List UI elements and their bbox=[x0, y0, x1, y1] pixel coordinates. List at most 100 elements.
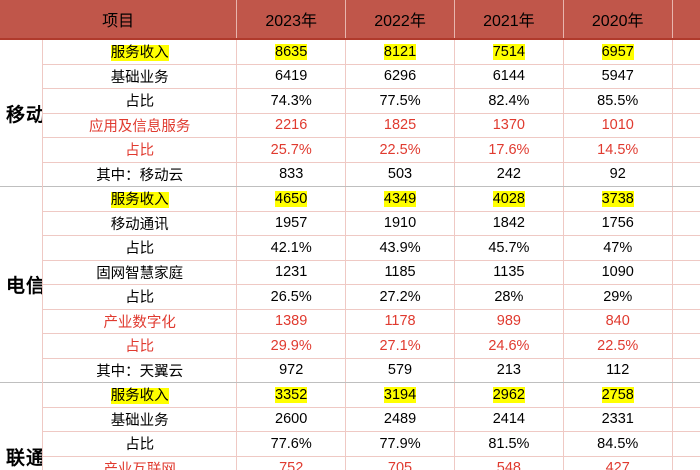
row-item-text: 应用及信息服务 bbox=[88, 118, 191, 135]
table-cell-value: 5919 bbox=[672, 64, 700, 89]
table-cell-value: 2216 bbox=[236, 113, 347, 138]
row-item-label: 占比 bbox=[42, 333, 238, 359]
cell-text: 3194 bbox=[383, 386, 417, 403]
cell-text: 27.1% bbox=[379, 337, 421, 354]
cell-text: 84.5% bbox=[597, 435, 639, 452]
table-row: 占比 42.1% 43.9% 45.7% 47% 47.4% bbox=[0, 235, 700, 261]
table-row: 电信 服务收入 4650 4349 4028 3738 3570 bbox=[0, 186, 700, 383]
table-row: 联通 服务收入 3352 3194 2962 2758 2644 bbox=[0, 382, 700, 470]
table-cell-value: 47% bbox=[563, 235, 673, 261]
table-cell-value: 77.6% bbox=[236, 431, 347, 457]
cell-text: 1842 bbox=[492, 215, 525, 232]
row-item-label: 占比 bbox=[42, 284, 238, 310]
table-cell-value: 27.1% bbox=[345, 333, 455, 359]
table-cell-value: 29% bbox=[563, 284, 673, 310]
table-cell-value: 840 bbox=[563, 309, 673, 334]
table-row: 占比 77.6% 77.9% 81.5% 84.5% 87.6% bbox=[0, 431, 700, 457]
row-item-label: 服务收入 bbox=[42, 382, 238, 408]
table-cell-value: 2414 bbox=[454, 407, 564, 432]
cell-text: 1231 bbox=[275, 264, 308, 281]
column-header-2022: 2022年 bbox=[345, 0, 455, 40]
row-item-text: 占比 bbox=[125, 339, 155, 356]
row-item-label: 移动通讯 bbox=[42, 211, 238, 236]
cell-text: 47% bbox=[603, 239, 633, 256]
table-cell-value: 833 bbox=[236, 162, 347, 187]
table-cell-value: 4349 bbox=[345, 186, 455, 212]
row-item-text: 占比 bbox=[125, 437, 155, 454]
cell-text: 5947 bbox=[601, 68, 634, 85]
cell-text: 4349 bbox=[383, 190, 417, 207]
cell-text: 112 bbox=[606, 362, 630, 379]
table-row: 占比 29.9% 27.1% 24.6% 22.5% 21.4% bbox=[0, 333, 700, 359]
cell-text: 242 bbox=[496, 166, 521, 183]
cell-text: 28% bbox=[494, 288, 524, 305]
column-header-2019: 2019年 bbox=[672, 0, 700, 40]
table-cell-value: 21.4% bbox=[672, 333, 700, 359]
table-cell-value: 2331 bbox=[563, 407, 673, 432]
table-cell-value: 1825 bbox=[345, 113, 455, 138]
table-cell-value: 25.7% bbox=[236, 137, 347, 163]
table-cell-value: 2600 bbox=[236, 407, 347, 432]
table-row: 固网智慧家庭 1231 1185 1135 1090 1057 bbox=[0, 260, 700, 285]
table-cell-value: 6144 bbox=[454, 64, 564, 89]
table-cell-value: 972 bbox=[236, 358, 347, 383]
cell-text: 24.6% bbox=[488, 337, 530, 354]
cell-text: 8635 bbox=[275, 43, 308, 60]
table-cell-value: 87.8% bbox=[672, 88, 700, 114]
row-item-label: 其中：天翼云 bbox=[42, 358, 238, 383]
cell-text: 22.5% bbox=[379, 141, 421, 158]
cell-text: 752 bbox=[279, 460, 304, 470]
table-cell-value: 1135 bbox=[454, 260, 564, 285]
table-cell-value: 1842 bbox=[454, 211, 564, 236]
table-cell-value: 87.6% bbox=[672, 431, 700, 457]
table-cell-value: 45.7% bbox=[454, 235, 564, 261]
column-header-2020: 2020年 bbox=[563, 0, 673, 40]
cell-text: 2414 bbox=[492, 411, 525, 428]
cell-text: 7514 bbox=[492, 43, 525, 60]
cell-text: 2600 bbox=[275, 411, 308, 428]
row-item-label: 服务收入 bbox=[42, 186, 238, 212]
table-cell-value: 26.5% bbox=[236, 284, 347, 310]
header-row: 项目 2023年 2022年 2021年 2020年 2019年 bbox=[0, 0, 700, 40]
table-cell-value: 74.3% bbox=[236, 88, 347, 114]
row-item-text: 产业数字化 bbox=[103, 314, 176, 331]
row-item-label: 应用及信息服务 bbox=[42, 113, 238, 138]
row-group-label: 联通 bbox=[0, 382, 44, 470]
cell-text: 4650 bbox=[275, 190, 308, 207]
cell-text: 2216 bbox=[275, 117, 308, 134]
table-cell-value: 22.5% bbox=[563, 333, 673, 359]
cell-text: 6144 bbox=[492, 68, 525, 85]
cell-text: 1185 bbox=[384, 264, 416, 281]
cell-text: 29% bbox=[603, 288, 633, 305]
table-cell-value: 4650 bbox=[236, 186, 347, 212]
cell-text: 2758 bbox=[601, 386, 634, 403]
cell-text: 8121 bbox=[383, 43, 417, 60]
table-cell-value: 825 bbox=[672, 113, 700, 138]
row-item-label: 基础业务 bbox=[42, 407, 238, 432]
cell-text: 6957 bbox=[601, 43, 634, 60]
cell-text: 427 bbox=[605, 460, 630, 470]
table-cell-value: 1090 bbox=[563, 260, 673, 285]
table-cell-value: 1389 bbox=[236, 309, 347, 334]
cell-text: 1825 bbox=[383, 117, 417, 134]
table-row: 占比 74.3% 77.5% 82.4% 85.5% 87.8% bbox=[0, 88, 700, 114]
table-cell-value: 24.6% bbox=[454, 333, 564, 359]
table-cell-value: 2315 bbox=[672, 407, 700, 432]
cell-text: 1370 bbox=[492, 117, 525, 134]
cell-text: 17.6% bbox=[488, 141, 530, 158]
table-row: 移动 服务收入 8635 8121 7514 6957 6744 bbox=[0, 39, 700, 187]
table-row: 其中：移动云 833 503 242 92 20 bbox=[0, 162, 700, 187]
cell-text: 503 bbox=[387, 166, 413, 183]
row-item-label: 占比 bbox=[42, 431, 238, 457]
cell-text: 6296 bbox=[383, 68, 417, 85]
cell-text: 2962 bbox=[492, 386, 525, 403]
column-header-2021: 2021年 bbox=[454, 0, 564, 40]
table-cell-value: 82.4% bbox=[454, 88, 564, 114]
table-cell-value: 29.9% bbox=[236, 333, 347, 359]
cell-text: 2331 bbox=[601, 411, 634, 428]
table-cell-value: 29.6% bbox=[672, 284, 700, 310]
cell-text: 43.9% bbox=[379, 239, 421, 256]
table-cell-value: 705 bbox=[345, 456, 455, 470]
table-cell-value: 12.2% bbox=[672, 137, 700, 163]
table-cell-value: 1185 bbox=[345, 260, 455, 285]
